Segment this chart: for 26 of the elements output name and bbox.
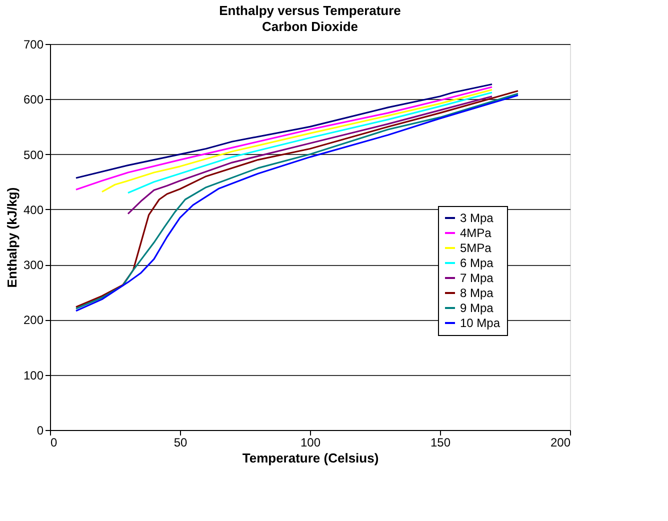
x-tick-label: 150 — [430, 436, 451, 450]
y-tick-label: 700 — [23, 38, 44, 52]
x-axis-title: Temperature (Celsius) — [242, 450, 379, 466]
x-tick-label: 200 — [550, 436, 571, 450]
y-tick-label: 600 — [23, 92, 44, 107]
y-tick-label: 500 — [23, 148, 44, 162]
legend-label: 7 Mpa — [460, 271, 494, 285]
y-tick-label: 300 — [23, 258, 44, 272]
legend-label: 5MPa — [460, 241, 492, 255]
legend-label: 4MPa — [460, 226, 492, 240]
y-axis-title: Enthalpy (kJ/kg) — [4, 187, 20, 288]
x-tick-label: 50 — [174, 436, 188, 450]
y-tick-label: 0 — [36, 424, 44, 438]
legend-label: 10 Mpa — [460, 316, 500, 330]
y-tick-label: 200 — [23, 313, 44, 328]
x-tick-label: 0 — [50, 436, 58, 450]
legend-label: 8 Mpa — [460, 286, 494, 300]
line-series — [127, 96, 493, 215]
legend-label: 9 Mpa — [460, 301, 494, 315]
x-tick-label: 100 — [300, 436, 321, 450]
chart-subtitle: Carbon Dioxide — [262, 19, 358, 34]
chart-title: Enthalpy versus Temperature — [219, 3, 401, 18]
legend-label: 3 Mpa — [460, 211, 494, 225]
y-tick-label: 100 — [23, 368, 44, 382]
y-tick-label: 400 — [23, 202, 44, 217]
legend-label: 6 Mpa — [460, 256, 494, 270]
